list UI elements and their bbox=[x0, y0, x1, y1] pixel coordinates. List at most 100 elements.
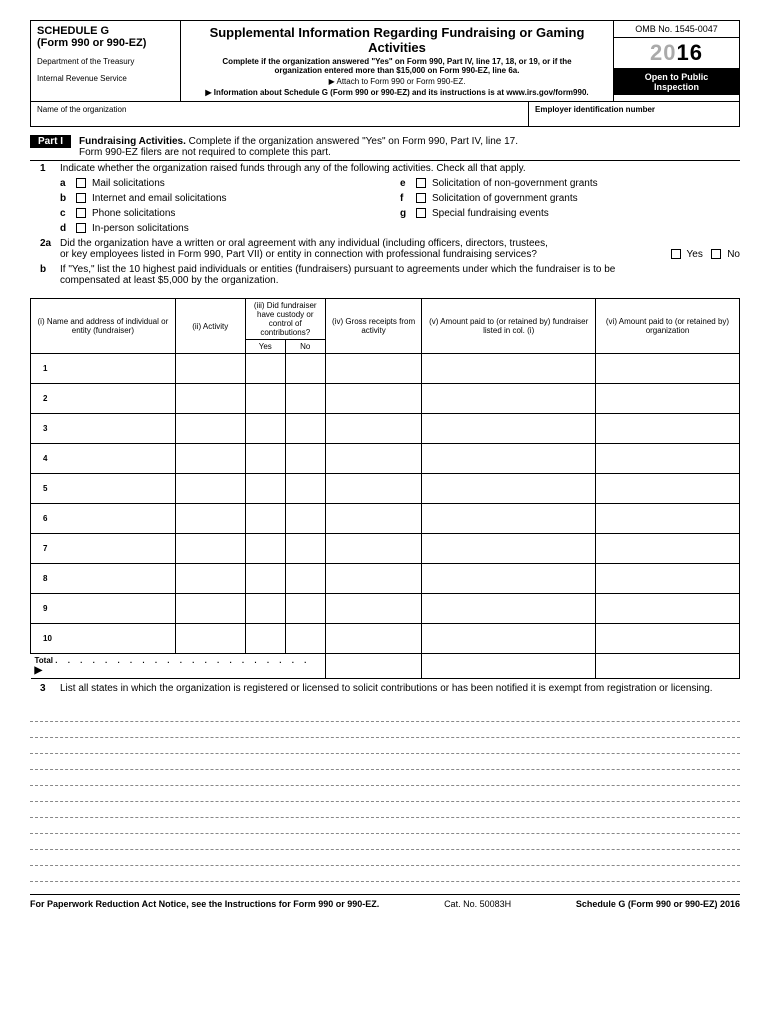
cell-paid-fundraiser[interactable] bbox=[422, 414, 596, 444]
cell-paid-org[interactable] bbox=[595, 384, 739, 414]
th-v: (v) Amount paid to (or retained by) fund… bbox=[422, 299, 596, 354]
cell-gross[interactable] bbox=[325, 474, 422, 504]
cell-paid-fundraiser[interactable] bbox=[422, 384, 596, 414]
checkbox-2a-no[interactable] bbox=[711, 249, 721, 259]
cell-no[interactable] bbox=[285, 594, 325, 624]
checkbox-phone[interactable] bbox=[76, 208, 86, 218]
th-no: No bbox=[285, 340, 325, 354]
total-vi[interactable] bbox=[595, 654, 739, 679]
cell-activity[interactable] bbox=[175, 414, 245, 444]
cell-yes[interactable] bbox=[245, 564, 285, 594]
cell-paid-fundraiser[interactable] bbox=[422, 564, 596, 594]
checkbox-mail[interactable] bbox=[76, 178, 86, 188]
cell-paid-fundraiser[interactable] bbox=[422, 534, 596, 564]
cell-paid-org[interactable] bbox=[595, 354, 739, 384]
cell-name[interactable] bbox=[59, 444, 176, 474]
total-iv[interactable] bbox=[325, 654, 422, 679]
table-row: 7 bbox=[31, 534, 740, 564]
states-lines[interactable] bbox=[30, 706, 740, 882]
cell-paid-org[interactable] bbox=[595, 444, 739, 474]
cell-yes[interactable] bbox=[245, 624, 285, 654]
footer-center: Cat. No. 50083H bbox=[444, 899, 511, 909]
checkbox-inperson[interactable] bbox=[76, 223, 86, 233]
cell-paid-org[interactable] bbox=[595, 414, 739, 444]
th-yes: Yes bbox=[245, 340, 285, 354]
cell-no[interactable] bbox=[285, 384, 325, 414]
org-name-field[interactable]: Name of the organization bbox=[31, 102, 529, 126]
cell-gross[interactable] bbox=[325, 414, 422, 444]
cell-gross[interactable] bbox=[325, 354, 422, 384]
th-iv: (iv) Gross receipts from activity bbox=[325, 299, 422, 354]
cell-yes[interactable] bbox=[245, 474, 285, 504]
cell-no[interactable] bbox=[285, 414, 325, 444]
cell-activity[interactable] bbox=[175, 354, 245, 384]
line-3: 3 List all states in which the organizat… bbox=[30, 681, 740, 696]
cell-yes[interactable] bbox=[245, 504, 285, 534]
form-label: (Form 990 or 990-EZ) bbox=[37, 37, 174, 49]
checkbox-row-a-e: a Mail solicitations e Solicitation of n… bbox=[30, 176, 740, 191]
cell-name[interactable] bbox=[59, 504, 176, 534]
open-public: Open to Public Inspection bbox=[614, 69, 739, 95]
cell-gross[interactable] bbox=[325, 624, 422, 654]
table-row: 10 bbox=[31, 624, 740, 654]
checkbox-events[interactable] bbox=[416, 208, 426, 218]
cell-activity[interactable] bbox=[175, 624, 245, 654]
cell-no[interactable] bbox=[285, 534, 325, 564]
cell-name[interactable] bbox=[59, 354, 176, 384]
cell-no[interactable] bbox=[285, 354, 325, 384]
cell-name[interactable] bbox=[59, 414, 176, 444]
cell-activity[interactable] bbox=[175, 564, 245, 594]
checkbox-row-c-g: c Phone solicitations g Special fundrais… bbox=[30, 206, 740, 221]
cell-no[interactable] bbox=[285, 624, 325, 654]
cell-paid-fundraiser[interactable] bbox=[422, 594, 596, 624]
checkbox-gov[interactable] bbox=[416, 193, 426, 203]
cell-activity[interactable] bbox=[175, 444, 245, 474]
cell-yes[interactable] bbox=[245, 594, 285, 624]
cell-yes[interactable] bbox=[245, 444, 285, 474]
cell-paid-org[interactable] bbox=[595, 504, 739, 534]
th-ii: (ii) Activity bbox=[175, 299, 245, 354]
cell-name[interactable] bbox=[59, 564, 176, 594]
cell-yes[interactable] bbox=[245, 534, 285, 564]
cell-name[interactable] bbox=[59, 534, 176, 564]
part1-header: Part I Fundraising Activities. Complete … bbox=[30, 135, 740, 161]
cell-paid-fundraiser[interactable] bbox=[422, 504, 596, 534]
cell-gross[interactable] bbox=[325, 444, 422, 474]
cell-gross[interactable] bbox=[325, 534, 422, 564]
cell-no[interactable] bbox=[285, 504, 325, 534]
cell-paid-fundraiser[interactable] bbox=[422, 444, 596, 474]
cell-paid-fundraiser[interactable] bbox=[422, 354, 596, 384]
cell-yes[interactable] bbox=[245, 354, 285, 384]
cell-name[interactable] bbox=[59, 474, 176, 504]
checkbox-nongov[interactable] bbox=[416, 178, 426, 188]
cell-yes[interactable] bbox=[245, 384, 285, 414]
cell-paid-fundraiser[interactable] bbox=[422, 474, 596, 504]
cell-yes[interactable] bbox=[245, 414, 285, 444]
cell-paid-org[interactable] bbox=[595, 624, 739, 654]
cell-paid-org[interactable] bbox=[595, 564, 739, 594]
cell-activity[interactable] bbox=[175, 474, 245, 504]
cell-gross[interactable] bbox=[325, 384, 422, 414]
table-row: 1 bbox=[31, 354, 740, 384]
cell-gross[interactable] bbox=[325, 594, 422, 624]
cell-paid-fundraiser[interactable] bbox=[422, 624, 596, 654]
total-v[interactable] bbox=[422, 654, 596, 679]
cell-activity[interactable] bbox=[175, 534, 245, 564]
cell-no[interactable] bbox=[285, 444, 325, 474]
cell-paid-org[interactable] bbox=[595, 474, 739, 504]
cell-activity[interactable] bbox=[175, 504, 245, 534]
cell-name[interactable] bbox=[59, 624, 176, 654]
cell-no[interactable] bbox=[285, 474, 325, 504]
cell-paid-org[interactable] bbox=[595, 594, 739, 624]
cell-activity[interactable] bbox=[175, 594, 245, 624]
checkbox-internet[interactable] bbox=[76, 193, 86, 203]
cell-gross[interactable] bbox=[325, 564, 422, 594]
cell-name[interactable] bbox=[59, 594, 176, 624]
cell-paid-org[interactable] bbox=[595, 534, 739, 564]
checkbox-2a-yes[interactable] bbox=[671, 249, 681, 259]
cell-activity[interactable] bbox=[175, 384, 245, 414]
ein-field[interactable]: Employer identification number bbox=[529, 102, 739, 126]
cell-name[interactable] bbox=[59, 384, 176, 414]
cell-no[interactable] bbox=[285, 564, 325, 594]
cell-gross[interactable] bbox=[325, 504, 422, 534]
